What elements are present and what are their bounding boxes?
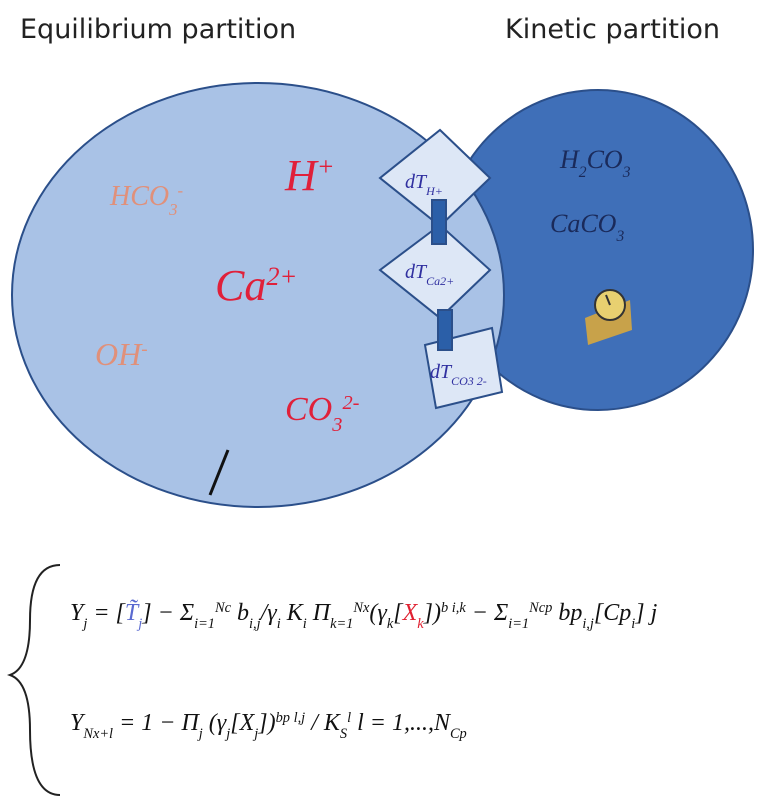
equation-part: i,j [249, 616, 261, 632]
equation-part: i,j [582, 616, 594, 632]
species-label-part: 3 [622, 164, 631, 181]
equation: Yj = [T̃j] − Σi=1Nc bi,j/γi Ki Πk=1Nx(γk… [70, 599, 658, 632]
species-label-part: CaCO [550, 209, 617, 238]
equation-part: k [417, 616, 424, 632]
equation-part: b i,k [441, 600, 466, 616]
equation-part: i=1 [508, 616, 529, 632]
equation-part: l = 1,...,N [351, 710, 452, 736]
species-label: dTH+ [405, 171, 443, 198]
equation-part: i [631, 616, 635, 632]
equation-part: Cp [450, 726, 467, 742]
flux-boxes [378, 128, 504, 410]
species-label-part: CO [285, 391, 332, 428]
equation-part: [X [230, 710, 255, 736]
equation-part: i [277, 616, 281, 632]
species-label-part: 3 [615, 228, 624, 245]
species-label-part: Ca2+ [426, 274, 454, 288]
species-label-part: + [317, 151, 335, 181]
species-label: HCO3- [109, 181, 183, 219]
equation-part: [Cp [594, 600, 631, 626]
species-label: dTCa2+ [405, 261, 454, 288]
equation-part: T̃ [125, 599, 140, 626]
equation-part: Y [70, 600, 86, 626]
wand [208, 449, 230, 496]
species-label-part: CO [587, 145, 623, 174]
equation-part: bp [552, 600, 582, 626]
species-label: CaCO3 [550, 209, 624, 245]
equation-part: [ [393, 600, 404, 626]
species-label-part: 2+ [266, 261, 297, 291]
species-label-part: 2 [579, 164, 587, 181]
equation-part: Σ [179, 600, 194, 626]
equation-part: ] j [634, 600, 657, 626]
species-label-part: - [141, 339, 147, 360]
equation-part: Ncp [528, 600, 552, 616]
equation-part: K [281, 600, 305, 626]
equation: YNx+l = 1 − Πj (γj[Xj])bp l,j / KSl l = … [70, 710, 467, 742]
species-label-part: H [284, 151, 319, 200]
species-label-part: OH [95, 336, 143, 372]
equilibrium-title: Equilibrium partition [20, 14, 296, 45]
species-label-part: CO3 2- [451, 374, 487, 388]
species-label: OH- [95, 336, 148, 372]
species-label-part: dT [430, 361, 453, 383]
species-label-part: dT [405, 171, 428, 193]
species-label-part: Ca [215, 261, 266, 310]
clock-icon [585, 289, 632, 345]
brace [6, 564, 61, 796]
species-label-part: 3 [331, 414, 342, 436]
species-label-part: dT [405, 261, 428, 283]
equation-part: S [340, 726, 347, 742]
equation-part: ]) [257, 710, 275, 736]
species-label: CO32- [285, 391, 360, 436]
species-label-part: - [178, 181, 184, 200]
species-label-part: HCO [109, 181, 169, 212]
equation-part: ] − [141, 600, 180, 626]
equation-part: Nx+l [82, 726, 113, 742]
equation-part: Y [70, 710, 86, 736]
species-label-part: H [559, 145, 580, 174]
equation-part: Nc [214, 600, 232, 616]
species-label-part: H+ [425, 184, 443, 198]
equation-part: i [303, 616, 307, 632]
equation-part: b [231, 600, 249, 626]
equation-part: l [347, 710, 351, 726]
equation-part: j [81, 616, 87, 632]
species-label: H2CO3 [559, 145, 631, 181]
equation-part: = 1 − Π [113, 710, 200, 736]
equation-part: i=1 [194, 616, 215, 632]
species-label-part: 2- [342, 392, 359, 414]
equation-part: (γ [369, 600, 387, 626]
equation-part: ]) [423, 600, 441, 626]
equation-part: j [252, 726, 258, 742]
equation-part: X [402, 600, 419, 626]
equation-part: Π [307, 600, 332, 626]
equation-part: k [387, 616, 394, 632]
equation-part: = [ [87, 600, 126, 626]
equation-part: /γ [259, 600, 278, 626]
species-label: H+ [284, 151, 335, 200]
equation-part: k=1 [330, 616, 353, 632]
equation-part: j [197, 726, 203, 742]
equation-part: j [224, 726, 230, 742]
equation-part: (γ [203, 710, 227, 736]
equation-part: j [136, 616, 142, 632]
species-label: dTCO3 2- [430, 361, 487, 388]
equilibrium-partition [11, 82, 505, 508]
equation-part: Nx [352, 600, 370, 616]
species-label: Ca2+ [215, 261, 297, 310]
species-label-part: 3 [168, 200, 177, 219]
equation-part: − Σ [466, 600, 508, 626]
equation-part: / K [305, 710, 342, 736]
equation-part: bp l,j [276, 710, 306, 726]
kinetic-title: Kinetic partition [505, 14, 720, 45]
